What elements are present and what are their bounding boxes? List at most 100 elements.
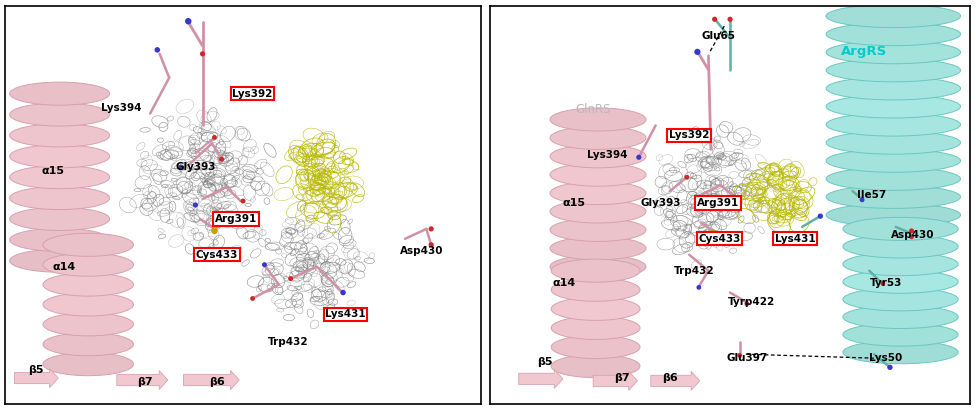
Point [207, 228, 223, 234]
Ellipse shape [550, 163, 646, 186]
Ellipse shape [43, 353, 134, 376]
Point [283, 275, 299, 282]
Point [812, 213, 828, 220]
Text: β6: β6 [209, 377, 224, 387]
Point [631, 154, 647, 160]
Text: Lys431: Lys431 [325, 309, 366, 319]
Ellipse shape [550, 218, 646, 242]
Ellipse shape [550, 237, 646, 260]
Text: Gly393: Gly393 [640, 198, 680, 208]
Point [739, 300, 754, 307]
Text: α14: α14 [552, 277, 576, 288]
Text: Lys431: Lys431 [775, 234, 815, 244]
Point [214, 156, 229, 162]
Point [187, 202, 203, 208]
Text: α14: α14 [53, 262, 76, 272]
Point [904, 228, 919, 234]
Text: Trp432: Trp432 [673, 266, 714, 276]
Ellipse shape [826, 4, 960, 28]
Ellipse shape [843, 270, 958, 293]
Ellipse shape [826, 59, 960, 82]
Text: Asp430: Asp430 [891, 230, 934, 240]
Ellipse shape [550, 255, 646, 278]
Ellipse shape [43, 273, 134, 296]
FancyArrow shape [117, 370, 168, 390]
Ellipse shape [550, 200, 646, 223]
Ellipse shape [843, 235, 958, 258]
Text: β5: β5 [28, 365, 44, 375]
Text: Tyr53: Tyr53 [870, 277, 902, 288]
FancyArrow shape [593, 371, 637, 390]
Point [706, 230, 721, 236]
Ellipse shape [550, 145, 646, 168]
Point [174, 164, 189, 171]
Ellipse shape [826, 204, 960, 226]
Point [424, 226, 439, 232]
Text: Lys50: Lys50 [870, 353, 903, 363]
Ellipse shape [10, 103, 109, 126]
FancyArrow shape [651, 371, 700, 390]
Text: Ile57: Ile57 [857, 190, 886, 200]
Text: Glu65: Glu65 [701, 31, 735, 41]
Ellipse shape [10, 228, 109, 251]
Ellipse shape [826, 95, 960, 118]
Ellipse shape [43, 313, 134, 336]
Point [722, 16, 738, 22]
Ellipse shape [551, 297, 640, 320]
Point [335, 289, 350, 296]
Text: Lys392: Lys392 [669, 131, 710, 140]
Ellipse shape [826, 22, 960, 46]
Text: β6: β6 [662, 373, 678, 383]
Point [149, 47, 165, 53]
Text: GlnRS: GlnRS [576, 103, 611, 116]
Ellipse shape [826, 167, 960, 191]
Ellipse shape [843, 341, 958, 364]
Text: ArgRS: ArgRS [841, 45, 887, 58]
Text: Gly393: Gly393 [175, 162, 216, 172]
Ellipse shape [843, 306, 958, 328]
Text: β5: β5 [538, 357, 553, 367]
Text: Trp432: Trp432 [268, 337, 308, 347]
Ellipse shape [10, 124, 109, 147]
Text: Tyrp422: Tyrp422 [728, 297, 775, 308]
Ellipse shape [826, 41, 960, 64]
Text: α15: α15 [41, 166, 64, 176]
Text: Arg391: Arg391 [697, 198, 739, 208]
Point [691, 284, 707, 290]
Point [882, 364, 898, 370]
Point [257, 262, 272, 268]
Text: Cys433: Cys433 [698, 234, 741, 244]
Point [727, 194, 743, 200]
Ellipse shape [551, 317, 640, 339]
Point [195, 51, 211, 57]
FancyArrow shape [519, 369, 563, 388]
Ellipse shape [551, 259, 640, 282]
Text: Lys394: Lys394 [588, 150, 628, 160]
Text: Asp430: Asp430 [400, 246, 443, 256]
FancyArrow shape [183, 370, 239, 390]
FancyArrow shape [15, 368, 59, 388]
Point [854, 197, 870, 203]
Point [235, 198, 251, 204]
Ellipse shape [43, 253, 134, 276]
Ellipse shape [43, 293, 134, 316]
Ellipse shape [826, 185, 960, 208]
Ellipse shape [826, 77, 960, 100]
Ellipse shape [10, 166, 109, 189]
Text: Lys392: Lys392 [232, 89, 272, 99]
Text: Cys433: Cys433 [195, 250, 238, 260]
Point [424, 242, 439, 248]
Point [207, 134, 223, 141]
Point [707, 16, 722, 22]
Ellipse shape [551, 335, 640, 359]
Ellipse shape [826, 113, 960, 136]
Text: Glu397: Glu397 [726, 353, 767, 363]
Ellipse shape [10, 186, 109, 210]
Ellipse shape [550, 126, 646, 149]
Point [181, 18, 196, 24]
Ellipse shape [10, 82, 109, 105]
Point [679, 174, 695, 180]
Ellipse shape [550, 108, 646, 131]
Point [690, 49, 706, 55]
Ellipse shape [550, 182, 646, 205]
